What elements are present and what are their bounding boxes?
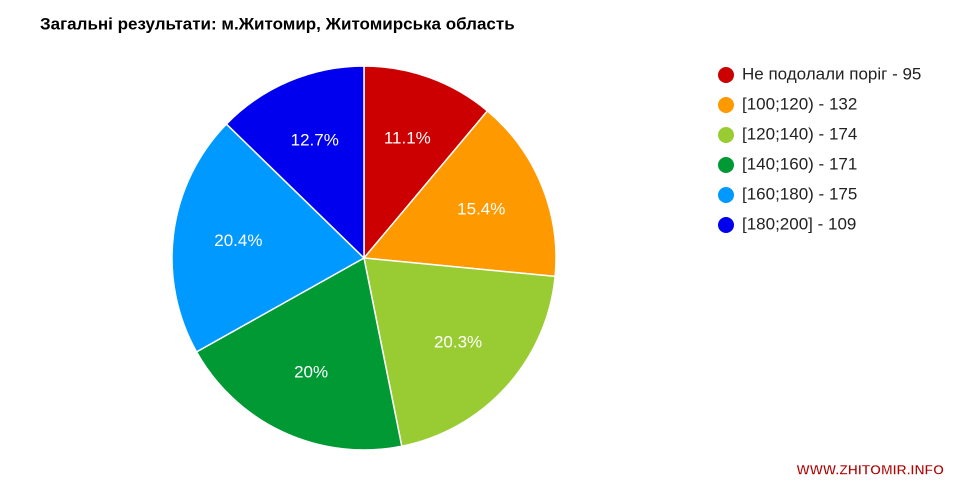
pie-slice xyxy=(225,65,365,260)
slice-label: 15.4% xyxy=(457,199,505,218)
slice-label: 11.1% xyxy=(384,128,431,147)
legend-marker xyxy=(718,67,734,83)
legend-label: [140;160) - 171 xyxy=(742,154,857,173)
pie-slice xyxy=(363,257,556,448)
legend-label: [180;200] - 109 xyxy=(742,214,856,233)
legend-label: Не подолали поріг - 95 xyxy=(742,64,921,83)
chart-title: Загальні результати: м.Житомир, Житомирс… xyxy=(40,14,515,33)
slice-label: 12.7% xyxy=(291,131,339,150)
pie-slice xyxy=(195,256,403,451)
pie-slice xyxy=(171,123,366,353)
legend-marker xyxy=(718,157,734,173)
legend-marker xyxy=(718,187,734,203)
slice-label: 20% xyxy=(294,363,328,382)
pie-slice xyxy=(362,109,557,278)
slice-label: 20.3% xyxy=(434,332,482,351)
watermark: WWW.ZHITOMIR.INFO xyxy=(797,462,945,478)
legend-label: [160;180) - 175 xyxy=(742,184,857,203)
legend-label: [100;120) - 132 xyxy=(742,94,857,113)
legend-marker xyxy=(718,97,734,113)
pie-slice xyxy=(363,65,489,261)
legend-marker xyxy=(718,127,734,143)
legend-marker xyxy=(718,217,734,233)
slice-label: 20.4% xyxy=(214,231,262,250)
legend-label: [120;140) - 174 xyxy=(742,124,857,143)
